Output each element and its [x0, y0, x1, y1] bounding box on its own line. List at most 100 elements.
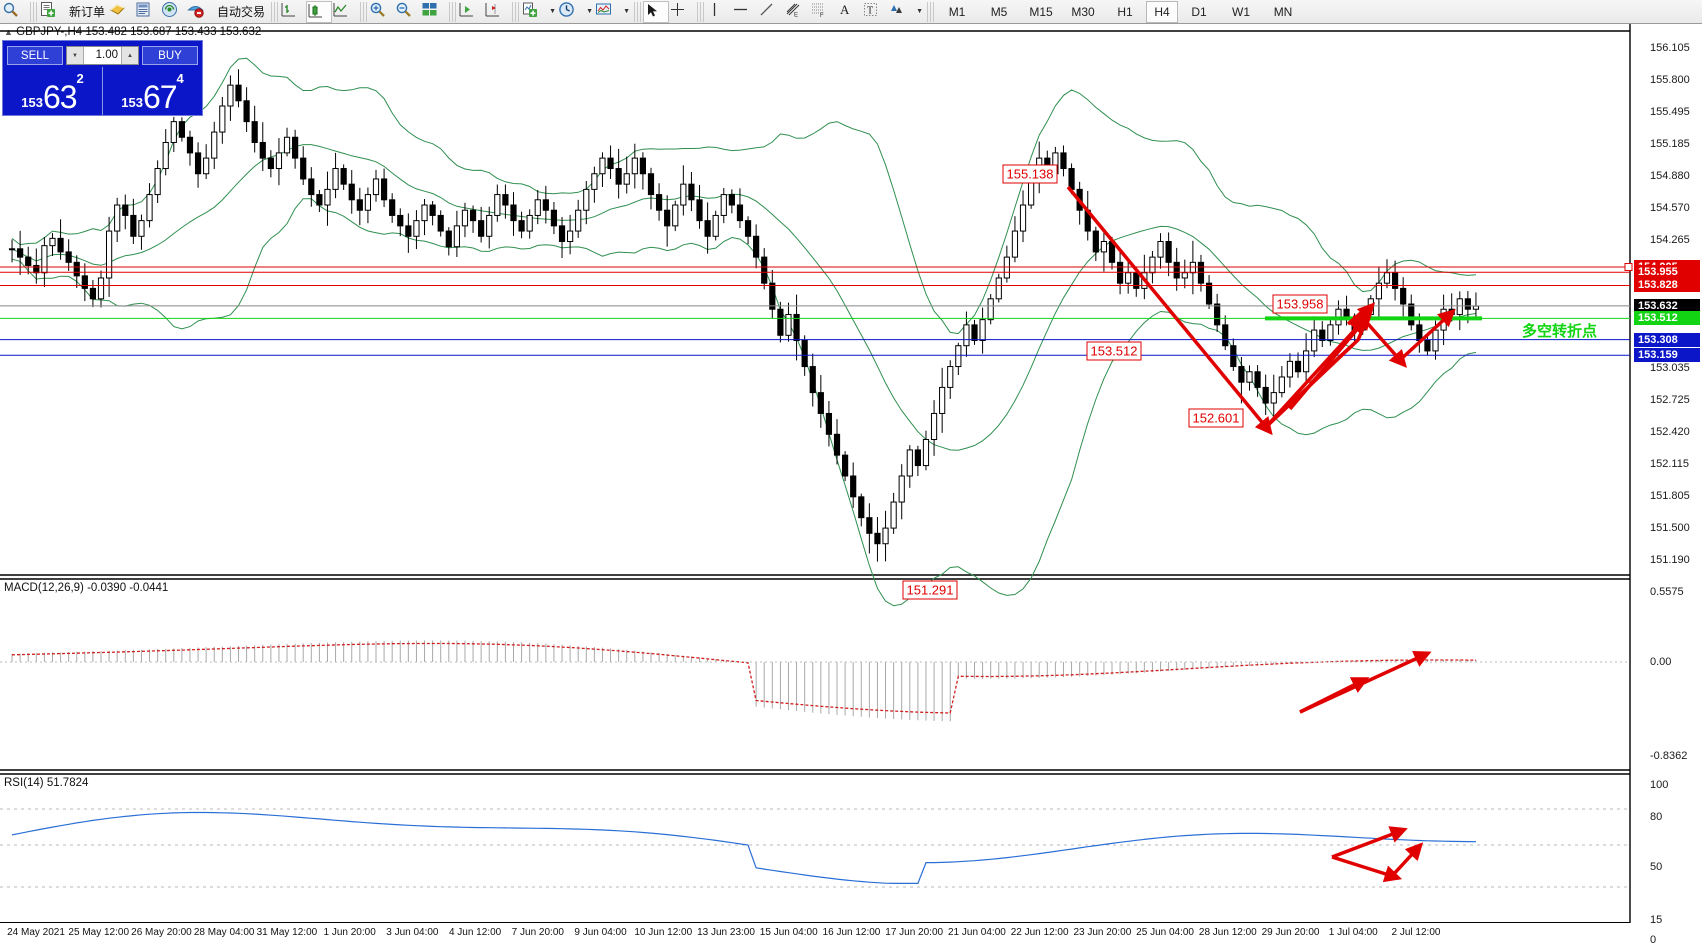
toolbar-separator: [30, 1, 37, 22]
annotation-155138: 155.138: [1002, 164, 1058, 184]
price-tick: 152.725: [1650, 394, 1690, 407]
green-level-label: 153.512: [1634, 311, 1700, 326]
signals-icon[interactable]: [161, 1, 187, 23]
trendline-icon[interactable]: [758, 1, 784, 23]
time-label: 28 Jun 12:00: [1198, 927, 1257, 938]
timeframe-h1[interactable]: H1: [1117, 4, 1133, 19]
time-label: 25 Jun 04:00: [1136, 927, 1194, 938]
time-label: 23 Jun 20:00: [1073, 927, 1132, 938]
symbol-header: ▲ GBPJPY-,H4 153.482 153.687 153.433 153…: [4, 26, 261, 38]
timeframe-mn[interactable]: MN: [1273, 4, 1293, 19]
macd-tick: 0.5575: [1650, 586, 1684, 598]
text-icon[interactable]: T: [862, 1, 888, 23]
toolbar-separator: [512, 1, 520, 22]
one-click-trading-panel[interactable]: SELL ▼ 1.00 ▲ BUY 153 63 2 153 67 4: [2, 40, 203, 116]
line-chart-icon[interactable]: [332, 1, 358, 23]
rsi-tick: 50: [1650, 861, 1663, 873]
rsi-tick: 0: [1650, 934, 1657, 945]
main-toolbar[interactable]: 新订单 自动交易 ▼ ▼ ▼: [0, 0, 1702, 24]
time-label: 21 Jun 04:00: [947, 927, 1006, 938]
macd-tick: 0.00: [1650, 656, 1672, 668]
shapes-icon[interactable]: [888, 1, 914, 23]
cursor-icon[interactable]: [643, 0, 670, 23]
time-label: 13 Jun 23:00: [697, 927, 755, 938]
time-label: 1 Jun 20:00: [323, 927, 376, 938]
vertical-line-icon[interactable]: [706, 1, 732, 23]
sell-price[interactable]: 153 63 2: [3, 67, 103, 115]
timeframe-m5[interactable]: M5: [990, 4, 1008, 19]
expert-advisor-icon[interactable]: [109, 1, 135, 23]
autotrading-label[interactable]: 自动交易: [217, 5, 266, 19]
price-tick: 155.800: [1650, 73, 1690, 86]
price-tick: 155.495: [1650, 105, 1690, 118]
price-tick: 156.105: [1650, 42, 1690, 55]
sell-button[interactable]: SELL: [7, 46, 63, 65]
time-label: 16 Jun 12:00: [822, 927, 881, 938]
bar-chart-icon[interactable]: [280, 1, 306, 23]
tile-windows-icon[interactable]: [421, 1, 447, 23]
time-label: 4 Jun 12:00: [448, 927, 502, 938]
svg-text:T: T: [867, 5, 873, 16]
time-label: 9 Jun 04:00: [574, 927, 627, 938]
time-label: 17 Jun 20:00: [885, 927, 944, 938]
time-label: 25 May 12:00: [68, 927, 130, 938]
macd-indicator-label: MACD(12,26,9) -0.0390 -0.0441: [4, 582, 169, 594]
time-scale[interactable]: 24 May 2021 25 May 12:00 26 May 20:00 28 Ma…: [0, 922, 1630, 945]
sell-price-pips: 63: [42, 79, 78, 115]
sell-price-fraction: 2: [76, 71, 84, 86]
timeframe-m30[interactable]: M30: [1071, 4, 1095, 19]
text-label-icon[interactable]: A: [836, 1, 862, 23]
chevron-down-icon[interactable]: ▼: [623, 8, 630, 15]
terminal-icon[interactable]: [135, 1, 161, 23]
period-icon[interactable]: [558, 1, 584, 23]
magnifier-icon[interactable]: [2, 1, 28, 23]
volume-input[interactable]: ▼ 1.00 ▲: [66, 46, 139, 65]
buy-price-fraction: 4: [176, 71, 184, 86]
collapse-icon[interactable]: ▲: [4, 27, 13, 37]
timeframe-m1[interactable]: M1: [948, 4, 966, 19]
time-label: 31 May 12:00: [256, 927, 318, 938]
sell-price-big: 153: [21, 95, 43, 110]
buy-price[interactable]: 153 67 4: [103, 67, 202, 115]
blue-level-label-1: 153.308: [1634, 332, 1700, 347]
time-label: 22 Jun 12:00: [1010, 927, 1069, 938]
chart-canvas[interactable]: ▲ GBPJPY-,H4 153.482 153.687 153.433 153…: [0, 24, 1702, 945]
volume-value[interactable]: 1.00: [95, 49, 118, 61]
volume-up-icon[interactable]: ▲: [121, 47, 138, 64]
buy-button[interactable]: BUY: [142, 46, 198, 65]
rsi-tick: 80: [1650, 811, 1663, 823]
buy-price-pips: 67: [142, 79, 178, 115]
crosshair-icon[interactable]: [669, 1, 695, 23]
fibonacci-icon[interactable]: F: [810, 1, 836, 23]
timeframe-h4[interactable]: H4: [1146, 0, 1179, 23]
new-order-label[interactable]: 新订单: [69, 5, 106, 19]
price-scale[interactable]: 156.105 155.800 155.495 155.185 154.880 154.5…: [1630, 24, 1702, 945]
add-indicator-icon[interactable]: [521, 1, 547, 23]
timeframe-d1[interactable]: D1: [1191, 4, 1207, 19]
timeframe-m15[interactable]: M15: [1029, 4, 1053, 19]
horizontal-line-icon[interactable]: [732, 1, 758, 23]
chart-shift-icon[interactable]: [484, 1, 510, 23]
volume-down-icon[interactable]: ▼: [67, 47, 84, 64]
autotrading-icon[interactable]: [187, 1, 213, 23]
chevron-down-icon[interactable]: ▼: [916, 8, 923, 15]
time-label: 1 Jul 04:00: [1328, 927, 1378, 938]
templates-icon[interactable]: [595, 1, 621, 23]
equidistant-channel-icon[interactable]: E: [784, 1, 810, 23]
chinese-annotation: 多空转折点: [1522, 323, 1598, 340]
auto-scroll-icon[interactable]: [458, 1, 484, 23]
new-order-icon[interactable]: [39, 1, 65, 23]
bid-price-label: 153.955: [1634, 265, 1700, 280]
svg-text:E: E: [794, 12, 798, 18]
zoom-out-icon[interactable]: [395, 1, 421, 23]
candlestick-chart-icon[interactable]: [306, 0, 333, 23]
price-tick: 155.185: [1650, 138, 1690, 151]
zoom-in-icon[interactable]: [369, 1, 395, 23]
price-tick: 152.115: [1650, 458, 1689, 470]
chevron-down-icon[interactable]: ▼: [549, 8, 556, 15]
time-label: 3 Jun 04:00: [386, 927, 439, 938]
chevron-down-icon[interactable]: ▼: [586, 8, 593, 15]
timeframe-w1[interactable]: W1: [1232, 4, 1251, 19]
annotation-152601: 152.601: [1188, 408, 1244, 428]
time-label: 15 Jun 04:00: [759, 927, 818, 938]
